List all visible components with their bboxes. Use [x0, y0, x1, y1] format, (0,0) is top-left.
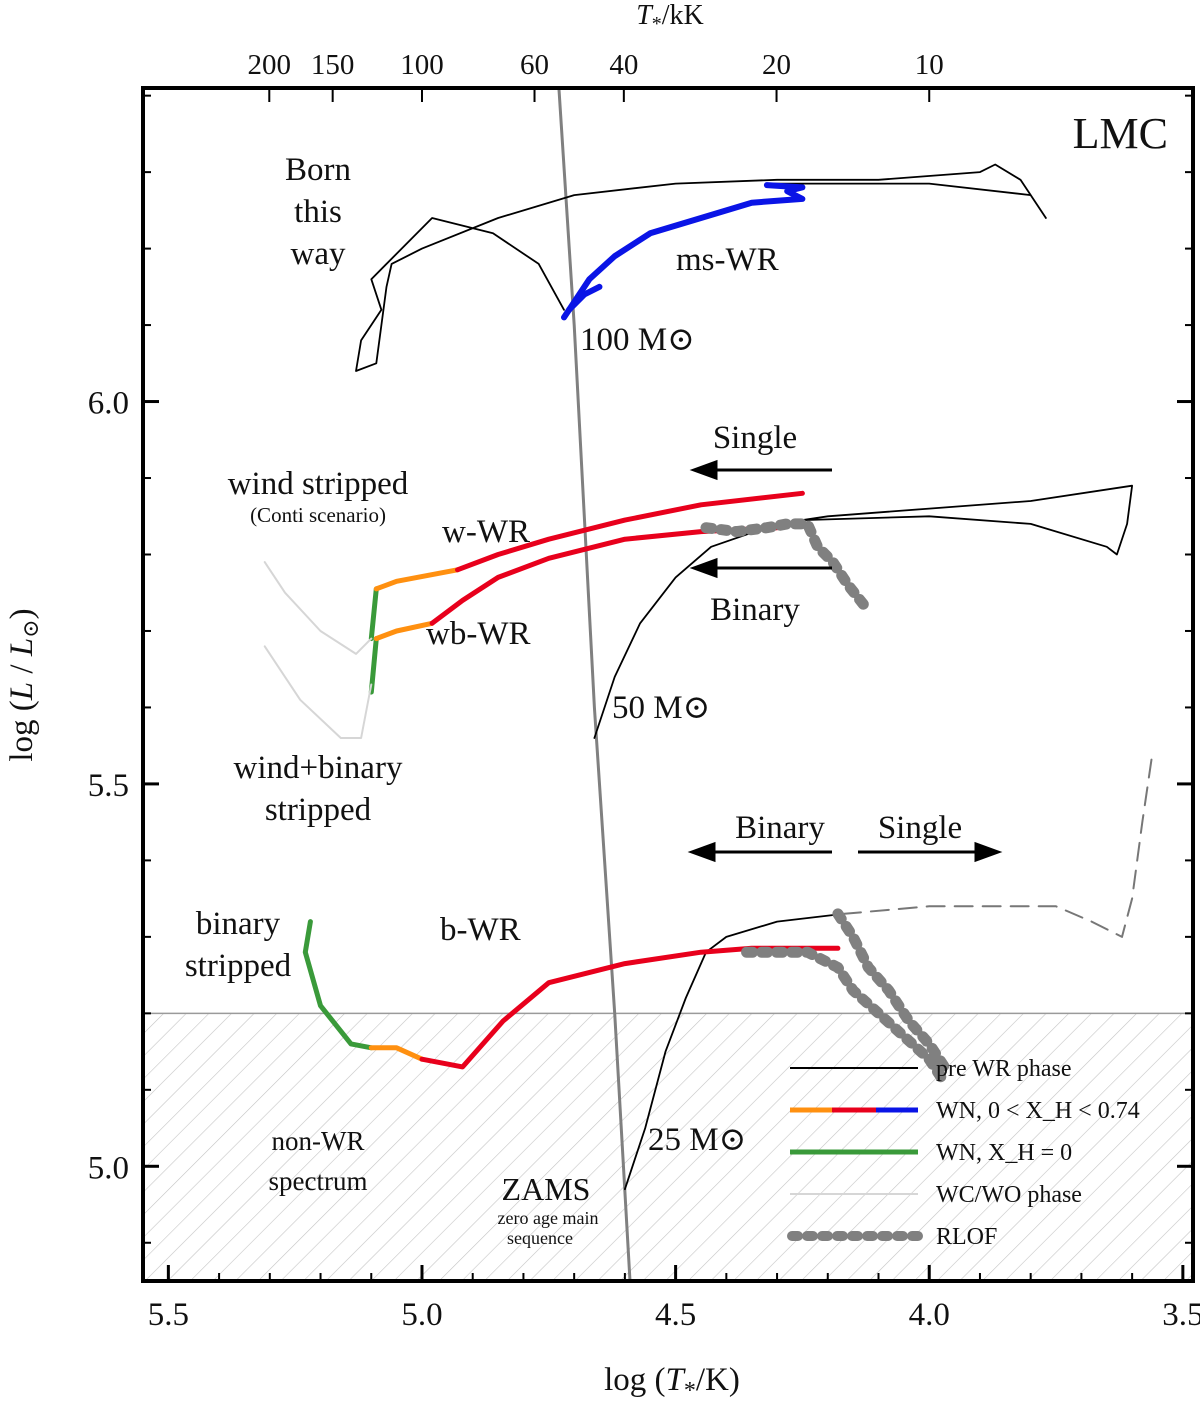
annotation-this: this [294, 194, 342, 230]
x-tick-label: 3.5 [1162, 1297, 1200, 1333]
arrows [687, 459, 1003, 863]
annotation-single-lower: Single [878, 810, 962, 846]
top-tick-label: 200 [248, 49, 292, 81]
non-wr-region [143, 1013, 1193, 1281]
y-axis-label: log (L / L⊙) [4, 608, 43, 761]
series-wb-wr-red [429, 525, 780, 626]
annotation-born: Born [285, 152, 351, 188]
y-tick-label: 5.5 [88, 768, 129, 804]
chart-title: LMC [1073, 109, 1168, 158]
series-b-wr-orange [368, 1045, 425, 1062]
legend-label-wn-no-hydrogen: WN, X_H = 0 [936, 1140, 1072, 1166]
legend-label-rlof: RLOF [936, 1224, 997, 1250]
series-100-msun-pre-wr [355, 163, 1047, 372]
plot-frame [141, 86, 1195, 1283]
legend-label-wn-hydrogen: WN, 0 < X_H < 0.74 [936, 1098, 1140, 1124]
annotation-binary-stripped-2: stripped [185, 948, 292, 984]
arrow-head-binary-lower [687, 841, 716, 863]
legend-label-wc-wo: WC/WO phase [936, 1182, 1082, 1208]
annotation-spectrum: spectrum [269, 1166, 368, 1196]
series-100-msun-blue-hook [566, 283, 603, 313]
annotation-conti: (Conti scenario) [250, 503, 386, 527]
annotation-w-wr: w-WR [442, 514, 530, 550]
series-zams [557, 88, 632, 1281]
top-tick-label: 100 [400, 49, 444, 81]
series-w-wr-red [455, 490, 805, 573]
y-tick-label: 5.0 [88, 1150, 129, 1186]
annotation-non-wr: non-WR [272, 1126, 365, 1156]
series-50-msun-single-pre-wr [593, 484, 1133, 739]
top-tick-label: 10 [915, 49, 944, 81]
series-25-msun-pre-wr [624, 913, 844, 1191]
annotation-wind-binary: wind+binary [234, 750, 403, 786]
top-tick-label: 40 [609, 49, 638, 81]
series-w-wr-green [368, 586, 379, 642]
series-25-msun-single-dashed [842, 752, 1154, 938]
annotation-wb-wr: wb-WR [426, 616, 530, 652]
annotation-zams-sequence: sequence [507, 1228, 573, 1248]
annotation-ms-wr: ms-WR [676, 242, 779, 278]
tick-layer: 5.5 5.0 4.5 4.0 3.5 5.0 5.5 6.0 200 150 100 60 40 20 1… [88, 49, 1200, 1333]
series-50-msun-rlof [700, 518, 869, 610]
annotation-zams: ZAMS [502, 1171, 591, 1207]
x-tick-label: 4.0 [909, 1297, 950, 1333]
series-w-wr-orange [373, 567, 460, 592]
annotation-mass-50: 50 M⊙ [612, 690, 710, 726]
legend-label-pre-wr: pre WR phase [936, 1056, 1072, 1082]
legend: pre WR phase WN, 0 < X_H < 0.74 WN, X_H … [787, 1056, 1140, 1250]
top-tick-label: 60 [520, 49, 549, 81]
annotation-binary-upper: Binary [710, 592, 800, 628]
annotation-binary-stripped-1: binary [196, 906, 281, 942]
series-25-msun-rlof [741, 946, 950, 1088]
annotation-zams-zero-age: zero age main [498, 1208, 599, 1228]
x-tick-label: 5.0 [401, 1297, 442, 1333]
x-axis-label: log (T*/K) [604, 1362, 740, 1403]
arrow-head-single-upper [689, 459, 718, 481]
annotation-wind-stripped: wind stripped [228, 466, 409, 502]
top-tick-label: 20 [762, 49, 791, 81]
series-wb-wr-green [368, 636, 379, 695]
top-axis-label: T*/kK [636, 0, 704, 35]
series-wb-wr-orange [373, 620, 435, 642]
series-b-wr-green [302, 919, 374, 1051]
series-wc-wind-binary [263, 645, 373, 739]
annotation-mass-100: 100 M⊙ [580, 322, 695, 358]
series-100-msun-ms-wr [561, 182, 806, 321]
arrow-head-binary-upper [689, 557, 718, 579]
annotation-binary-lower: Binary [735, 810, 825, 846]
x-tick-label: 4.5 [655, 1297, 696, 1333]
annotation-mass-25: 25 M⊙ [648, 1122, 746, 1158]
y-tick-label: 6.0 [88, 386, 129, 422]
annotation-b-wr: b-WR [440, 912, 521, 948]
top-tick-label: 150 [311, 49, 355, 81]
series-layer [263, 88, 1154, 1281]
series-wc-wind-stripped [263, 561, 373, 655]
annotation-single-upper: Single [713, 420, 797, 456]
series-25-msun-rlof-2 [832, 908, 950, 1073]
annotation-way: way [291, 236, 346, 272]
x-tick-label: 5.5 [148, 1297, 189, 1333]
arrow-head-single-lower [974, 841, 1003, 863]
annotation-stripped: stripped [265, 792, 372, 828]
